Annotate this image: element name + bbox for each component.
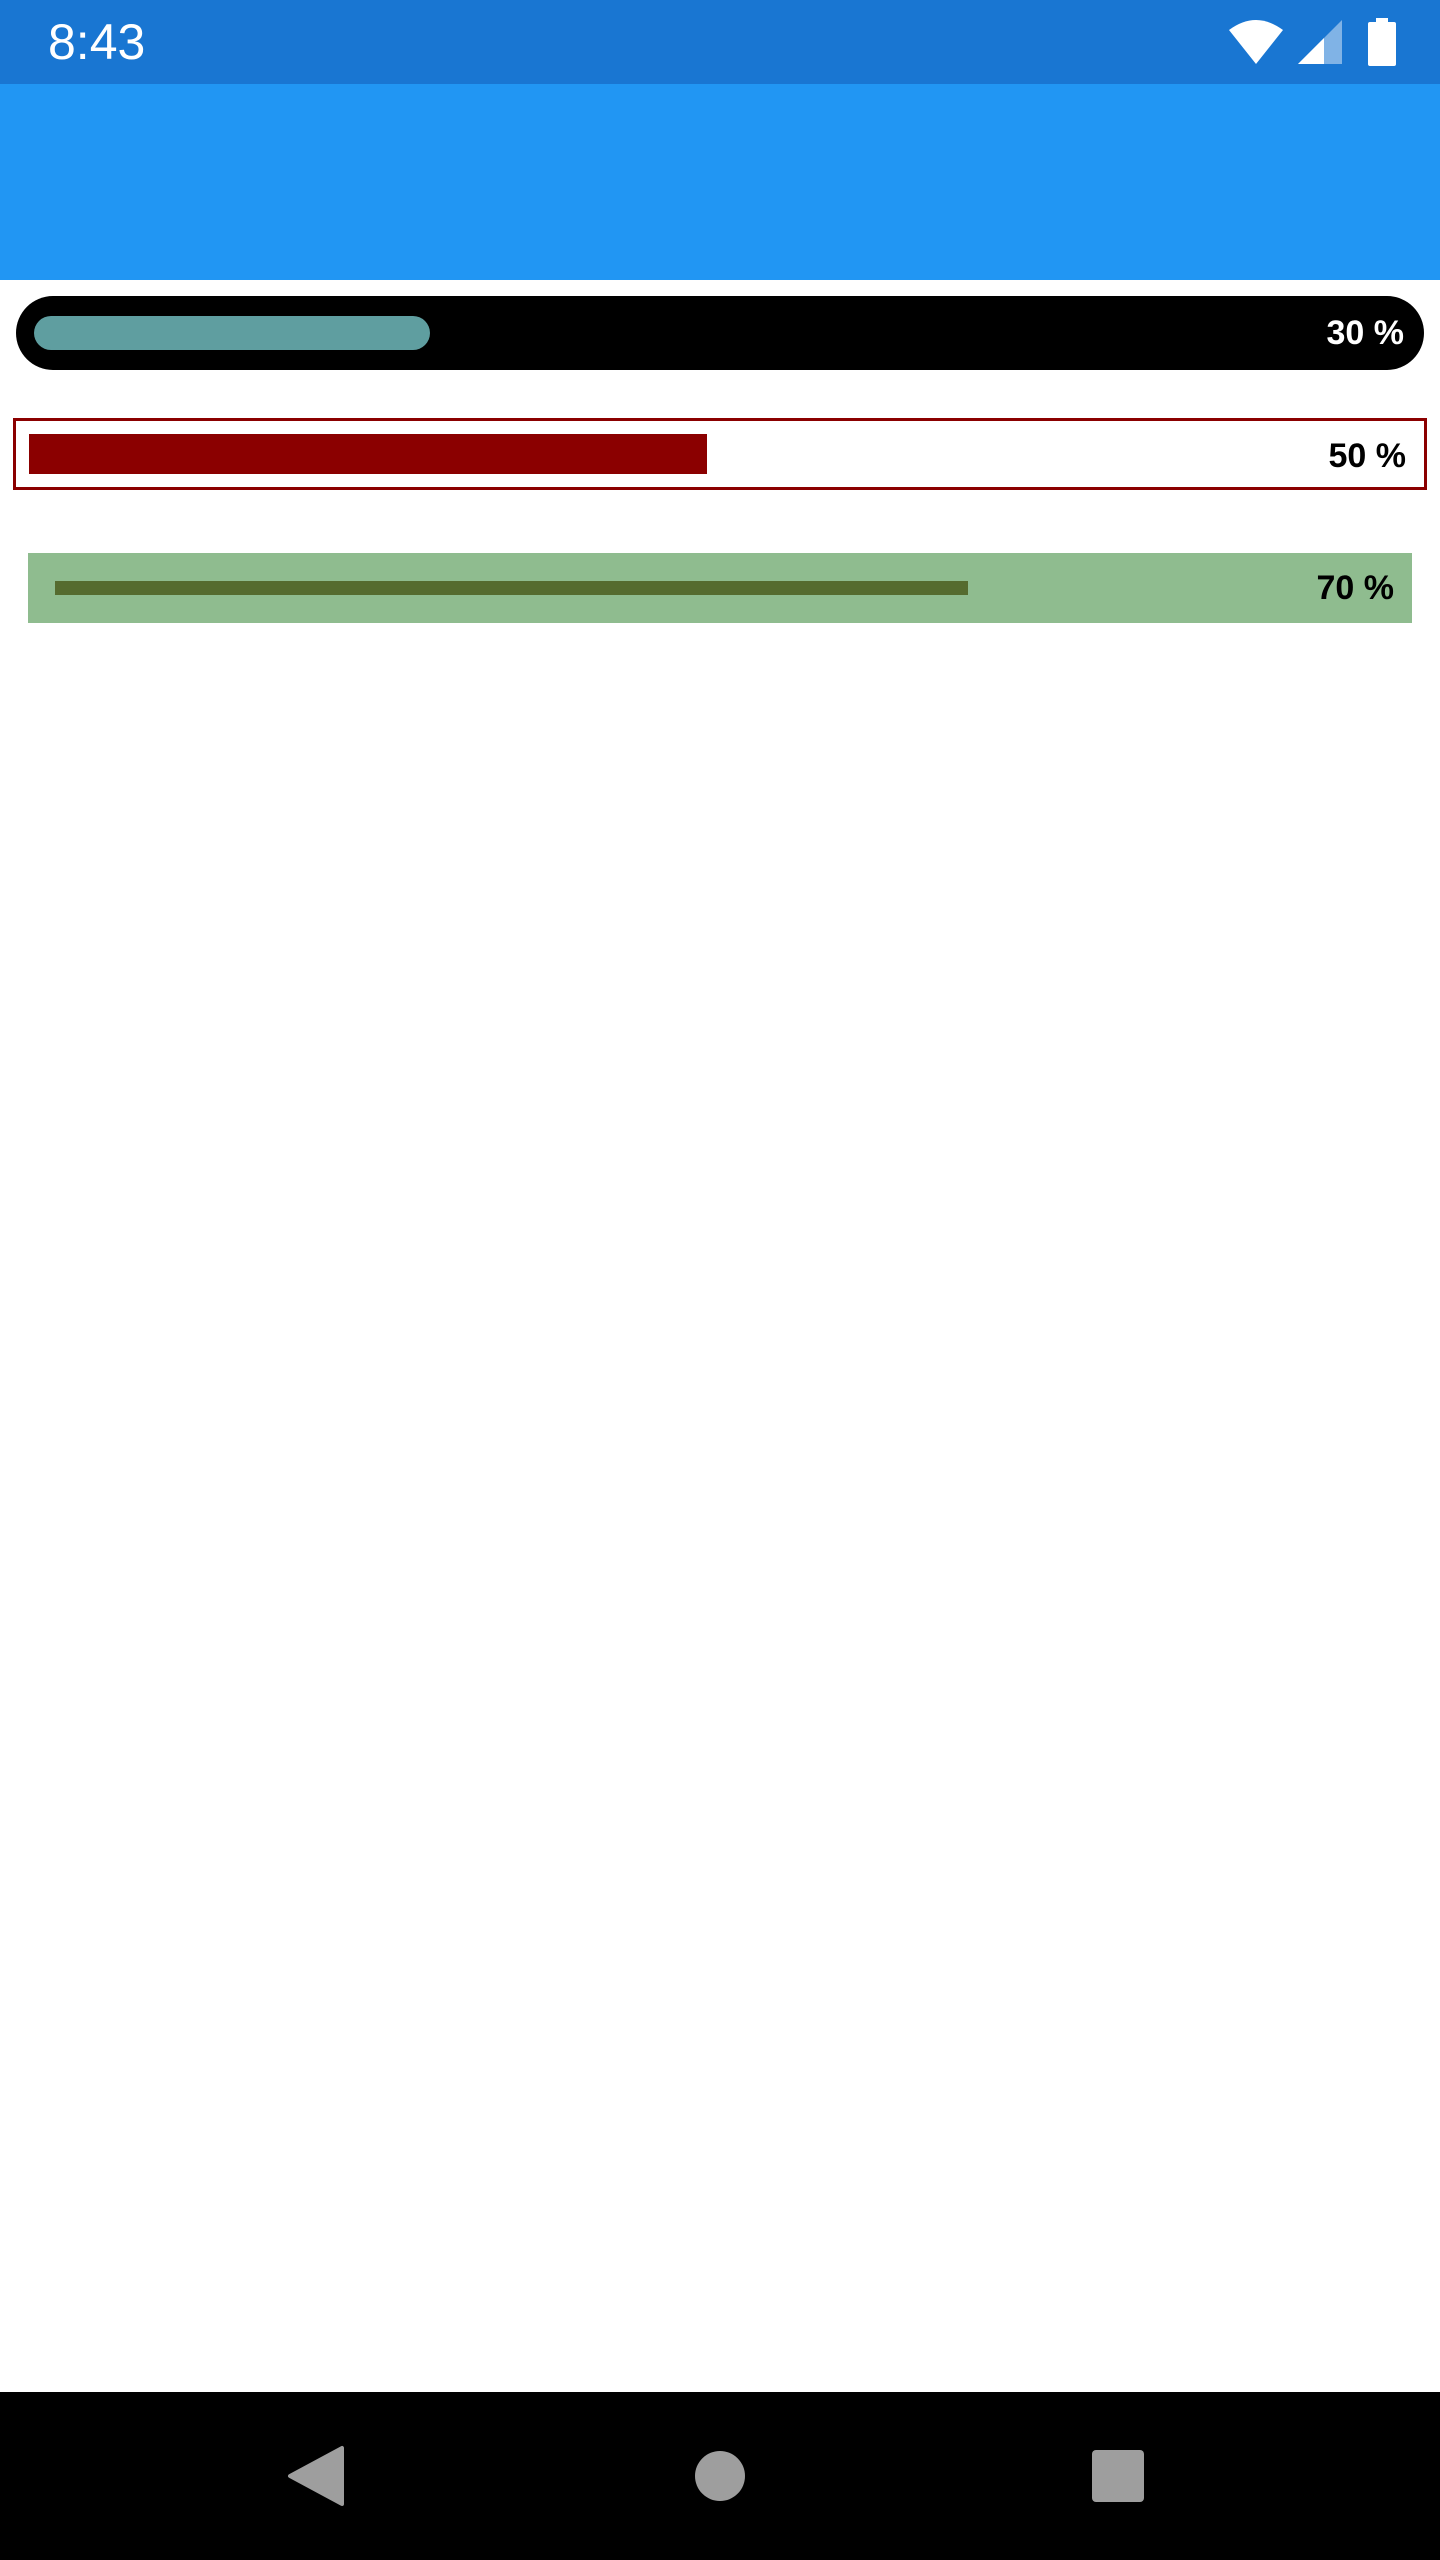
progress-bar-70: 70 %: [28, 553, 1412, 623]
progress-label: 70 %: [1316, 569, 1395, 607]
battery-icon: [1368, 18, 1396, 66]
progress-track: [34, 316, 1354, 350]
progress-label: 30 %: [1326, 314, 1405, 352]
navigation-bar: [0, 2392, 1440, 2560]
app-bar: [0, 84, 1440, 280]
back-button[interactable]: [268, 2426, 368, 2526]
home-button[interactable]: [670, 2426, 770, 2526]
recents-icon: [1092, 2450, 1144, 2502]
wifi-icon: [1229, 20, 1283, 64]
progress-track: [55, 581, 1359, 595]
progress-fill: [55, 581, 968, 595]
cellular-signal-icon: [1298, 20, 1342, 64]
recents-button[interactable]: [1068, 2426, 1168, 2526]
progress-label: 50 %: [1328, 437, 1407, 475]
progress-bar-30: 30 %: [16, 296, 1424, 370]
progress-fill: [29, 434, 707, 474]
status-time: 8:43: [48, 14, 146, 70]
progress-fill: [34, 316, 430, 350]
back-icon: [288, 2446, 344, 2506]
content: 30 % 50 % 70 %: [0, 280, 1440, 2392]
progress-bar-50: 50 %: [13, 418, 1427, 490]
progress-track: [29, 434, 1385, 474]
home-icon: [695, 2451, 745, 2501]
status-bar: 8:43: [0, 0, 1440, 84]
